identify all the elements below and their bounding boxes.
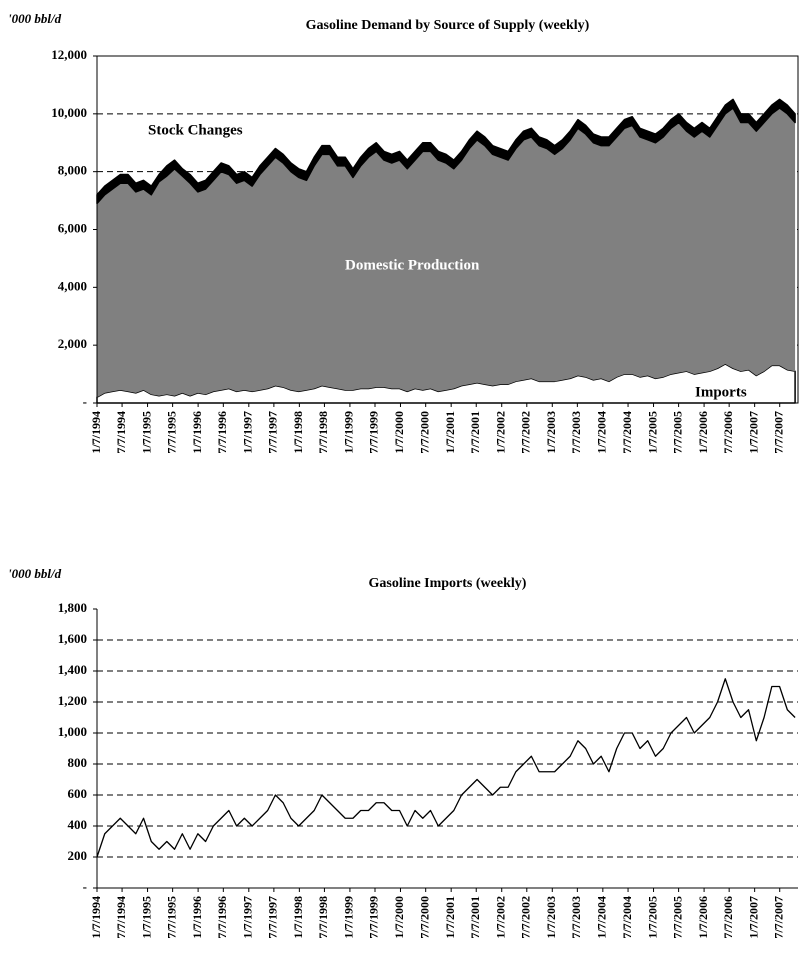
x-tick-label: 1/7/1996 [190, 896, 204, 939]
x-tick-label: 7/7/2001 [468, 896, 482, 939]
x-tick-label: 1/7/2007 [746, 411, 760, 454]
x-tick-label: 1/7/1995 [139, 411, 153, 454]
y-tick-label: 2,000 [58, 336, 87, 351]
x-tick-label: 1/7/2007 [746, 896, 760, 939]
x-tick-label: 7/7/1997 [266, 411, 280, 454]
x-tick-label: 7/7/1996 [215, 411, 229, 454]
x-tick-label: 7/7/1994 [114, 411, 128, 454]
x-tick-label: 1/7/2001 [443, 411, 457, 454]
x-tick-label: 1/7/1998 [291, 411, 305, 454]
x-tick-label: 1/7/1998 [291, 896, 305, 939]
annotation: Domestic Production [345, 257, 480, 273]
x-tick-label: 7/7/1999 [367, 411, 381, 454]
y-tick-label: 1,800 [58, 600, 87, 615]
y-tick-label: 6,000 [58, 220, 87, 235]
x-tick-label: 7/7/2007 [771, 896, 785, 939]
y-tick-label: 10,000 [51, 105, 87, 120]
x-tick-label: 1/7/2004 [595, 896, 609, 939]
x-tick-label: 1/7/1994 [89, 411, 103, 454]
chart-title: Gasoline Imports (weekly) [369, 576, 527, 591]
y-tick-label: 1,200 [58, 693, 87, 708]
area-1 [97, 108, 796, 398]
y-tick-label: - [83, 394, 87, 409]
y-tick-label: 12,000 [51, 47, 87, 62]
x-tick-label: 7/7/1998 [316, 411, 330, 454]
x-tick-label: 7/7/2001 [468, 411, 482, 454]
x-tick-label: 1/7/1999 [342, 411, 356, 454]
chart-title: Gasoline Demand by Source of Supply (wee… [306, 18, 590, 33]
y-tick-label: 1,400 [58, 662, 87, 677]
unit-label: '000 bbl/d [8, 566, 62, 581]
x-tick-label: 7/7/1997 [266, 896, 280, 939]
annotation: Stock Changes [148, 122, 243, 138]
x-tick-label: 7/7/1995 [164, 896, 178, 939]
y-tick-label: 600 [68, 786, 88, 801]
y-tick-label: - [83, 879, 87, 894]
y-tick-label: 4,000 [58, 278, 87, 293]
x-tick-label: 1/7/2001 [443, 896, 457, 939]
x-tick-label: 1/7/2006 [696, 411, 710, 454]
x-tick-label: 7/7/2000 [417, 896, 431, 939]
x-tick-label: 7/7/2006 [721, 896, 735, 939]
x-tick-label: 1/7/2002 [493, 896, 507, 939]
x-tick-label: 7/7/2004 [620, 411, 634, 454]
x-tick-label: 1/7/1997 [241, 896, 255, 939]
x-tick-label: 7/7/1999 [367, 896, 381, 939]
x-tick-label: 1/7/1995 [139, 896, 153, 939]
x-tick-label: 7/7/1995 [164, 411, 178, 454]
x-tick-label: 1/7/2005 [645, 411, 659, 454]
x-tick-label: 7/7/2002 [519, 896, 533, 939]
x-tick-label: 1/7/1996 [190, 411, 204, 454]
line [96, 678, 796, 858]
unit-label: '000 bbl/d [8, 11, 62, 26]
x-tick-label: 7/7/2003 [569, 411, 583, 454]
x-tick-label: 1/7/2005 [645, 896, 659, 939]
x-tick-label: 7/7/2003 [569, 896, 583, 939]
y-tick-label: 200 [68, 848, 88, 863]
x-tick-label: 1/7/1999 [342, 896, 356, 939]
x-tick-label: 7/7/2002 [519, 411, 533, 454]
x-tick-label: 7/7/2006 [721, 411, 735, 454]
y-tick-label: 800 [68, 755, 88, 770]
x-tick-label: 7/7/2005 [670, 896, 684, 939]
plot-frame [96, 55, 799, 404]
x-tick-label: 1/7/2006 [696, 896, 710, 939]
x-tick-label: 7/7/1996 [215, 896, 229, 939]
x-tick-label: 1/7/2000 [392, 411, 406, 454]
x-tick-label: 1/7/2000 [392, 896, 406, 939]
x-tick-label: 1/7/1994 [89, 896, 103, 939]
x-tick-label: 1/7/2002 [493, 411, 507, 454]
x-tick-label: 7/7/2004 [620, 896, 634, 939]
annotation: Imports [695, 384, 747, 400]
x-tick-label: 1/7/1997 [241, 411, 255, 454]
x-tick-label: 1/7/2003 [544, 896, 558, 939]
y-tick-label: 1,600 [58, 631, 87, 646]
x-tick-label: 7/7/2007 [771, 411, 785, 454]
y-tick-label: 400 [68, 817, 88, 832]
x-tick-label: 1/7/2003 [544, 411, 558, 454]
area-2 [96, 98, 796, 205]
x-tick-label: 7/7/1994 [114, 896, 128, 939]
x-tick-label: 7/7/2005 [670, 411, 684, 454]
x-tick-label: 1/7/2004 [595, 411, 609, 454]
x-tick-label: 7/7/1998 [316, 896, 330, 939]
y-tick-label: 8,000 [58, 163, 87, 178]
y-tick-label: 1,000 [58, 724, 87, 739]
x-tick-label: 7/7/2000 [417, 411, 431, 454]
